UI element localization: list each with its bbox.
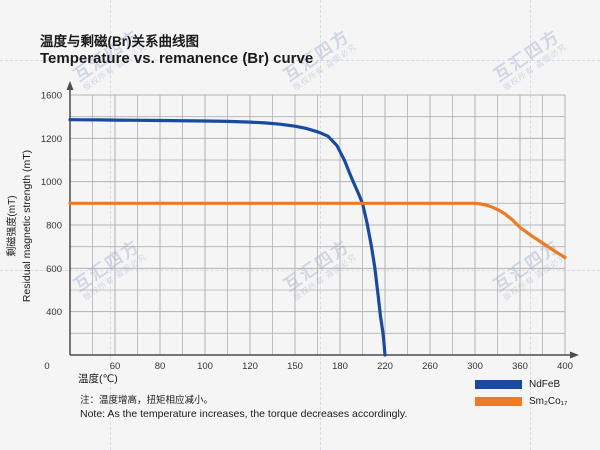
x-tick-label: 220: [377, 361, 393, 372]
x-axis-title: 温度(℃): [78, 373, 118, 385]
y-axis-arrow: [66, 81, 74, 90]
x-tick-label: 260: [422, 361, 438, 372]
y-axis-title-cn: 剩磁强度(mT): [7, 195, 18, 257]
x-tick-label: 80: [155, 361, 166, 372]
y-tick-label: 400: [46, 307, 62, 318]
x-tick-label: 180: [332, 361, 348, 372]
x-tick-label: 360: [512, 361, 528, 372]
x-tick-label: 300: [467, 361, 483, 372]
note-en: Note: As the temperature increases, the …: [80, 408, 408, 420]
legend-label-ndfeb: NdFeB: [529, 379, 561, 390]
x-tick-label: 60: [110, 361, 121, 372]
y-tick-label: 800: [46, 221, 62, 232]
legend-item-sm2co17: Sm₂Co₁₇: [475, 396, 567, 407]
chart-title-en: Temperature vs. remanence (Br) curve: [40, 50, 314, 67]
note-block: 注：温度增高，扭矩相应减小。 Note: As the temperature …: [80, 392, 407, 420]
y-axis-title: 剩磁强度(mT) Residual magnetic strength (mT): [6, 126, 36, 326]
y-axis-title-en: Residual magnetic strength (mT): [21, 149, 33, 303]
y-tick-label: 600: [46, 264, 62, 275]
y-tick-label: 1600: [41, 91, 62, 102]
y-tick-label: 1200: [41, 134, 62, 145]
legend-label-sm2co17: Sm₂Co₁₇: [529, 396, 568, 407]
legend-swatch-sm2co17: [475, 397, 522, 406]
curve-smco: [68, 201, 567, 260]
x-tick-label: 100: [197, 361, 213, 372]
chart-title-cn: 温度与剩磁(Br)关系曲线图: [40, 34, 199, 49]
x-tick-label: 400: [557, 361, 573, 372]
legend-item-ndfeb: NdFeB: [475, 379, 567, 390]
legend-swatch-ndfeb: [475, 380, 522, 389]
legend: NdFeB Sm₂Co₁₇: [475, 379, 567, 413]
curve-ndfeb: [68, 118, 387, 357]
note-cn: 注：温度增高，扭矩相应减小。: [80, 395, 214, 406]
x-axis-arrow: [570, 351, 579, 359]
x-tick-label: 150: [287, 361, 303, 372]
x-tick-label: 120: [242, 361, 258, 372]
origin-tick-label: 0: [44, 361, 49, 372]
y-tick-label: 1000: [41, 177, 62, 188]
